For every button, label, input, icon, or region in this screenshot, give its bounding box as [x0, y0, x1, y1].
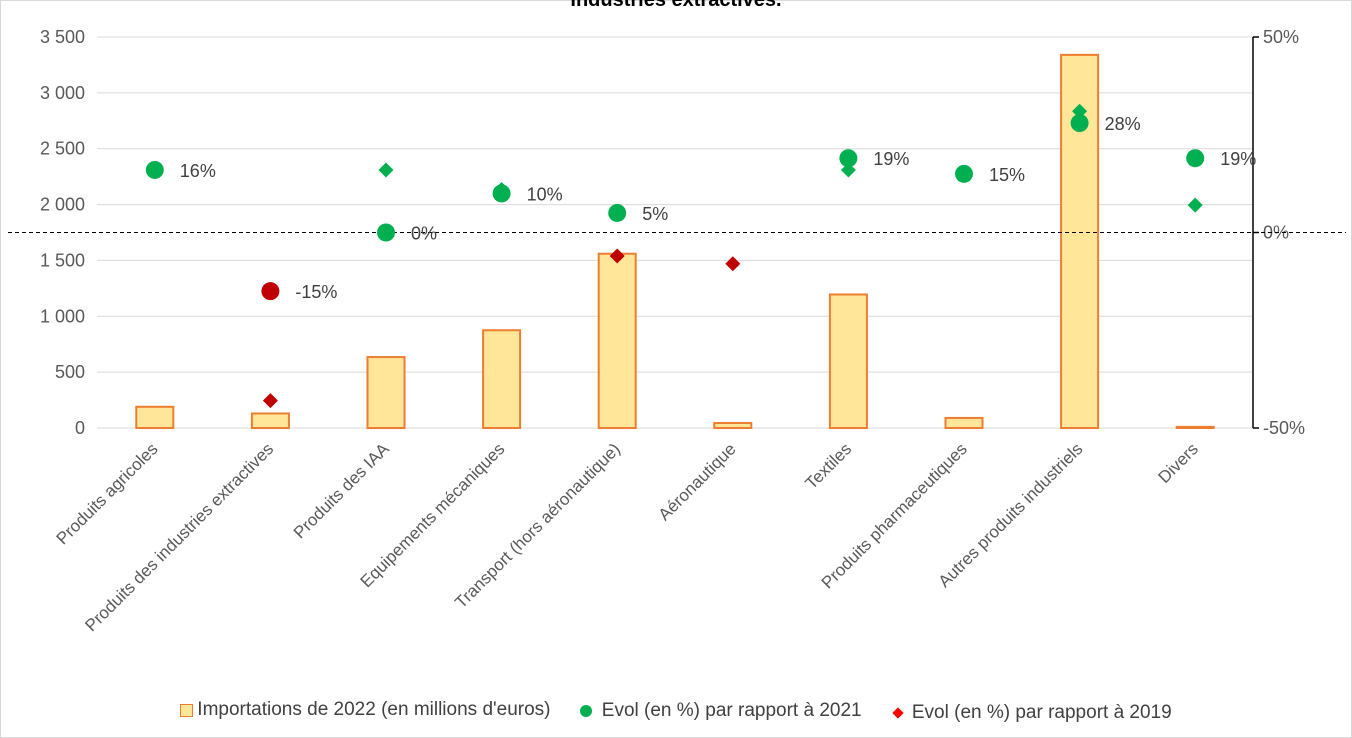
bar — [366, 356, 406, 429]
circle-marker — [955, 164, 973, 183]
legend-label-evol-2021: Evol (en %) par rapport à 2021 — [601, 699, 862, 721]
legend-item-imports: Importations de 2022 (en millions d'euro… — [180, 699, 551, 721]
data-labels: 16% -15% 0% 10% 5% 19% 15% 28% 19% — [180, 114, 1256, 302]
y-left-tick-label: 2 000 — [40, 195, 85, 215]
legend-label-evol-2019: Evol (en %) par rapport à 2019 — [911, 701, 1172, 723]
circle-marker — [839, 149, 858, 168]
marker-series — [145, 103, 1205, 409]
bar — [713, 421, 753, 430]
data-label: 19% — [1220, 149, 1256, 169]
legend-swatch-diamond — [892, 706, 904, 719]
bar — [482, 329, 522, 429]
diamond-marker — [378, 162, 394, 178]
y-left-tick-label: 1 000 — [40, 306, 85, 326]
bar — [944, 416, 984, 429]
data-label: 5% — [642, 204, 668, 224]
legend: Importations de 2022 (en millions d'euro… — [0, 699, 1352, 724]
y-left-tick-label: 1 500 — [40, 250, 85, 270]
axes: 0 500 1 000 1 500 2 000 2 500 3 000 3 500 -50% 0%… — [8, 27, 1346, 635]
data-label: 28% — [1105, 114, 1141, 134]
y-right-tick-label: 50% — [1263, 27, 1299, 47]
bar — [250, 412, 290, 429]
circle-marker — [608, 203, 627, 222]
legend-label-imports: Importations de 2022 (en millions d'euro… — [197, 699, 551, 720]
circle-marker — [492, 184, 511, 203]
x-tick-label: Divers — [1155, 439, 1202, 486]
bar — [135, 405, 175, 430]
circle-marker — [145, 160, 164, 179]
y-left-tick-label: 2 500 — [40, 139, 85, 159]
data-label: 16% — [180, 161, 216, 181]
y-left-tick-label: 0 — [75, 418, 85, 438]
chart-title: Industries extractives. — [570, 0, 782, 11]
data-label: 0% — [411, 224, 437, 244]
data-label: 15% — [989, 165, 1025, 185]
legend-swatch-circle — [579, 704, 592, 717]
data-label: 10% — [527, 184, 563, 204]
circle-marker — [1186, 149, 1205, 168]
circle-marker — [261, 282, 280, 301]
circle-marker — [1070, 114, 1089, 133]
x-tick-label: Produits des IAA — [290, 439, 393, 542]
bar — [597, 252, 637, 429]
diamond-marker — [725, 256, 741, 272]
y-left-tick-label: 3 000 — [40, 83, 85, 103]
y-left-tick-label: 500 — [55, 362, 85, 382]
legend-swatch-bar — [180, 703, 194, 717]
data-label: -15% — [295, 282, 337, 302]
x-tick-label: Produits des industries extractives — [81, 439, 277, 635]
legend-item-evol-2019: Evol (en %) par rapport à 2019 — [891, 702, 1172, 724]
diamond-marker — [1187, 197, 1203, 213]
bar — [828, 293, 868, 429]
y-right-tick-label: -50% — [1263, 418, 1305, 438]
diamond-marker — [609, 248, 625, 264]
bar-series — [135, 53, 1215, 430]
x-tick-label: Aéronautique — [655, 439, 740, 524]
circle-marker — [377, 223, 395, 242]
x-tick-label: Textiles — [802, 439, 856, 493]
diamond-marker — [262, 393, 278, 409]
x-tick-label: Produits agricoles — [53, 439, 162, 548]
y-left-tick-label: 3 500 — [40, 27, 85, 47]
bar — [1175, 425, 1215, 429]
legend-item-evol-2021: Evol (en %) par rapport à 2021 — [579, 699, 862, 722]
data-label: 19% — [873, 149, 909, 169]
